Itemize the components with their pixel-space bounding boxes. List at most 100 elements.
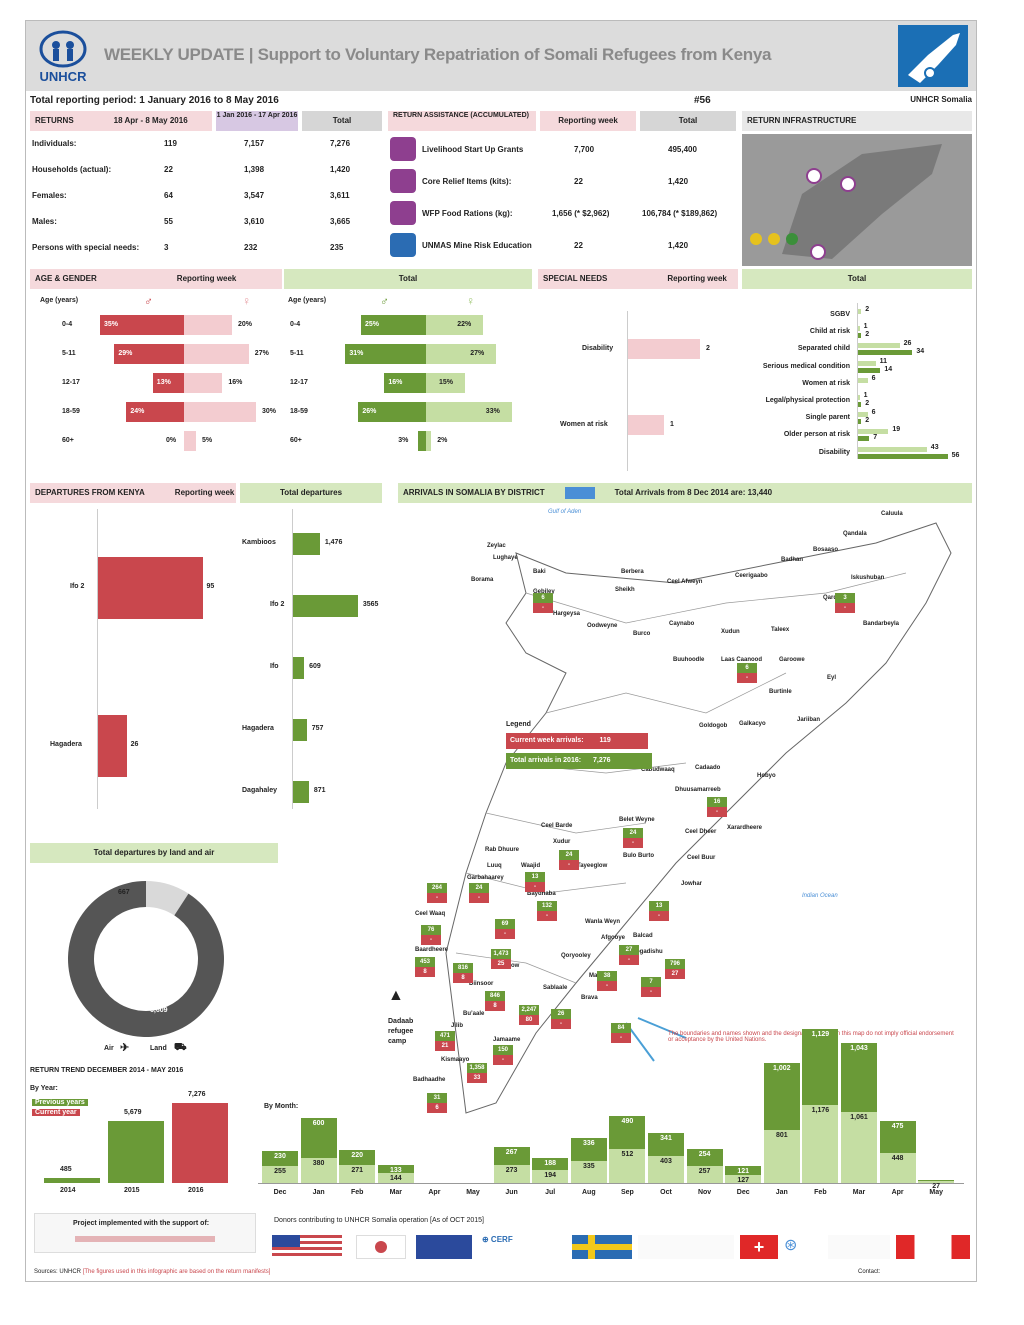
male-icon: ♂ [144,294,153,308]
total-female-bar [426,315,484,335]
assistance-header: RETURN ASSISTANCE (ACCUMULATED) [388,111,536,131]
special-need-total-value-b: 7 [873,434,878,442]
district-label: Qardho [823,595,845,601]
special-need-total-bar-a [858,412,868,418]
month-top-value: 267 [505,1149,518,1156]
special-need-total-value-b: 56 [951,451,960,459]
special-need-total-value-a: 6 [871,409,876,417]
year-label: 2015 [124,1187,140,1194]
assistance-label: Core Relief Items (kits): [422,177,512,186]
district-label: Kismaayo [441,1057,470,1063]
svg-text:UNHCR: UNHCR [40,69,88,84]
switzerland-flag-icon: + [740,1235,778,1259]
district-label: Dhuusamarreeb [675,787,721,793]
reporting-period: Total reporting period: 1 January 2016 t… [30,95,279,106]
week-male-bar: 24% [126,402,184,422]
special-need-week-bar [628,415,664,435]
returns-total-value: 7,276 [330,139,351,148]
departures-header: DEPARTURES FROM KENYA Reporting week [30,483,236,503]
district-total-arrivals: 150 [493,1045,513,1055]
assistance-week-value: 22 [574,241,583,250]
district-week-arrivals: - [835,603,855,613]
district-label: Jilib [451,1023,464,1029]
special-need-total-bar-b [858,333,862,339]
month-label: Apr [428,1189,441,1196]
returns-total-value: 3,665 [330,217,351,226]
month-bar-top [300,1117,337,1158]
assistance-icon [390,233,416,257]
district-total-arrivals: 2,247 [519,1005,539,1015]
month-bottom-value: 271 [351,1166,364,1174]
returns-prev-header: 1 Jan 2016 - 17 Apr 2016 [216,111,298,131]
departure-total-bar [293,595,358,617]
month-label: Oct [660,1189,672,1196]
district-label: Eyl [827,675,837,681]
month-bottom-value: 255 [274,1168,286,1175]
year-value: 485 [60,1165,72,1173]
departure-total-camp: Ifo 2 [270,601,285,608]
month-label: Jun [505,1189,518,1196]
district-label: Buuhoodle [673,657,705,663]
month-bottom-value: 801 [775,1131,788,1139]
month-bar-bottom [570,1160,607,1183]
total-female-value: 22% [457,321,472,328]
month-bottom-value: 1,061 [850,1114,868,1122]
district-label: Baardheere [415,947,449,953]
returns-total-value: 235 [330,243,344,252]
month-bar-top [802,1029,839,1105]
total-female-bar [426,402,512,422]
special-need-total-value-a: 1 [863,323,868,331]
assistance-week-value: 7,700 [574,145,595,154]
month-bar-bottom [918,1181,955,1183]
district-total-arrivals: 453 [415,957,435,967]
returns-row-label: Males: [32,217,57,226]
gulf-label: Gulf of Aden [548,509,582,515]
district-label: Xarardheere [727,825,763,831]
district-label: Berbera [621,569,644,575]
district-week-arrivals: - [611,1033,631,1043]
infrastructure-header: RETURN INFRASTRUCTURE [742,111,972,131]
month-bar-top [493,1147,530,1165]
returns-week-value: 55 [164,217,173,226]
month-bar-bottom [377,1173,414,1183]
departure-total-value: 3565 [362,601,379,608]
district-label: Zeylac [487,543,506,549]
somalia-flag-icon [564,486,595,499]
assistance-total-value: 1,420 [668,241,689,250]
district-total-arrivals: 76 [421,925,441,935]
usa-flag-icon [272,1235,342,1259]
month-label: Apr [891,1189,904,1196]
age-label-total: Age (years) [288,297,327,304]
district-total-arrivals: 471 [435,1031,455,1041]
month-bar-bottom [609,1148,646,1183]
month-top-value: 336 [582,1140,595,1148]
age-label-week: Age (years) [40,297,79,304]
district-label: Ceel Dheer [685,829,717,835]
returns-week-value: 119 [164,139,177,148]
special-need-total-bar-b [858,419,862,425]
report-header: UNHCR WEEKLY UPDATE | Support to Volunta… [26,21,976,91]
special-need-total-bar-a [858,343,900,349]
district-label: Hobyo [757,773,776,779]
district-week-arrivals: - [495,929,515,939]
month-top-value: 1,002 [773,1064,791,1072]
special-need-total-value-a: 2 [865,306,870,313]
special-need-total-label: Older person at risk [783,431,850,439]
land-label: Land [150,1045,167,1052]
month-bar-top [609,1116,646,1149]
district-total-arrivals: 24 [623,828,643,838]
district-label: Baydhaba [527,891,556,897]
year-bar [172,1103,228,1183]
un-logo: ⊛ [784,1235,824,1259]
district-label: Laas Caanood [721,657,763,663]
land-value: 6,609 [150,1007,168,1014]
district-label: Garbahaarey [467,875,504,881]
truck-icon: ⛟ [174,1042,187,1053]
district-label: Jariiban [797,717,821,723]
district-label: Cadaado [695,765,721,771]
departure-week-value: 26 [130,741,139,748]
month-bar-top [725,1166,762,1175]
month-bar-bottom [802,1104,839,1183]
special-need-total-value-a: 26 [903,340,912,348]
district-week-arrivals: - [623,838,643,848]
